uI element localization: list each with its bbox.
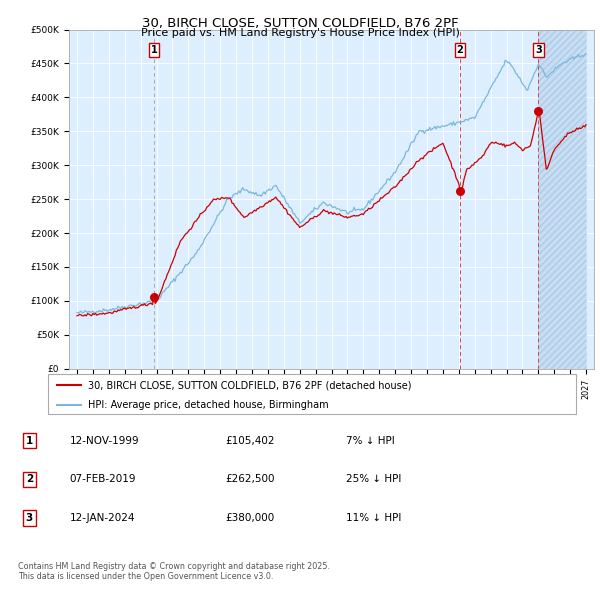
Text: 30, BIRCH CLOSE, SUTTON COLDFIELD, B76 2PF: 30, BIRCH CLOSE, SUTTON COLDFIELD, B76 2… [142,17,458,30]
Text: 2: 2 [457,45,463,55]
Text: 1: 1 [151,45,157,55]
Text: 12-NOV-1999: 12-NOV-1999 [70,435,139,445]
Text: 7% ↓ HPI: 7% ↓ HPI [346,435,395,445]
Point [533,106,543,116]
Text: 3: 3 [535,45,542,55]
Text: Contains HM Land Registry data © Crown copyright and database right 2025.
This d: Contains HM Land Registry data © Crown c… [18,562,330,581]
Text: 07-FEB-2019: 07-FEB-2019 [70,474,136,484]
Point [149,293,158,302]
Text: £380,000: £380,000 [225,513,274,523]
FancyBboxPatch shape [48,374,576,414]
Text: 1: 1 [26,435,33,445]
Text: 12-JAN-2024: 12-JAN-2024 [70,513,135,523]
Text: HPI: Average price, detached house, Birmingham: HPI: Average price, detached house, Birm… [88,401,328,411]
Text: 11% ↓ HPI: 11% ↓ HPI [346,513,401,523]
Point [455,186,465,195]
Text: 2: 2 [26,474,33,484]
Text: £105,402: £105,402 [225,435,275,445]
Text: £262,500: £262,500 [225,474,275,484]
Text: 3: 3 [26,513,33,523]
Text: 25% ↓ HPI: 25% ↓ HPI [346,474,401,484]
Text: 30, BIRCH CLOSE, SUTTON COLDFIELD, B76 2PF (detached house): 30, BIRCH CLOSE, SUTTON COLDFIELD, B76 2… [88,381,411,391]
Text: Price paid vs. HM Land Registry's House Price Index (HPI): Price paid vs. HM Land Registry's House … [140,28,460,38]
